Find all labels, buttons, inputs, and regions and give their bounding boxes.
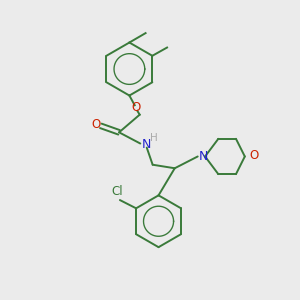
- Text: Cl: Cl: [112, 185, 123, 198]
- Text: N: N: [199, 150, 208, 163]
- Text: N: N: [142, 138, 151, 151]
- Text: O: O: [91, 118, 100, 131]
- Text: O: O: [131, 101, 140, 114]
- Text: O: O: [249, 148, 258, 161]
- Text: H: H: [150, 133, 158, 143]
